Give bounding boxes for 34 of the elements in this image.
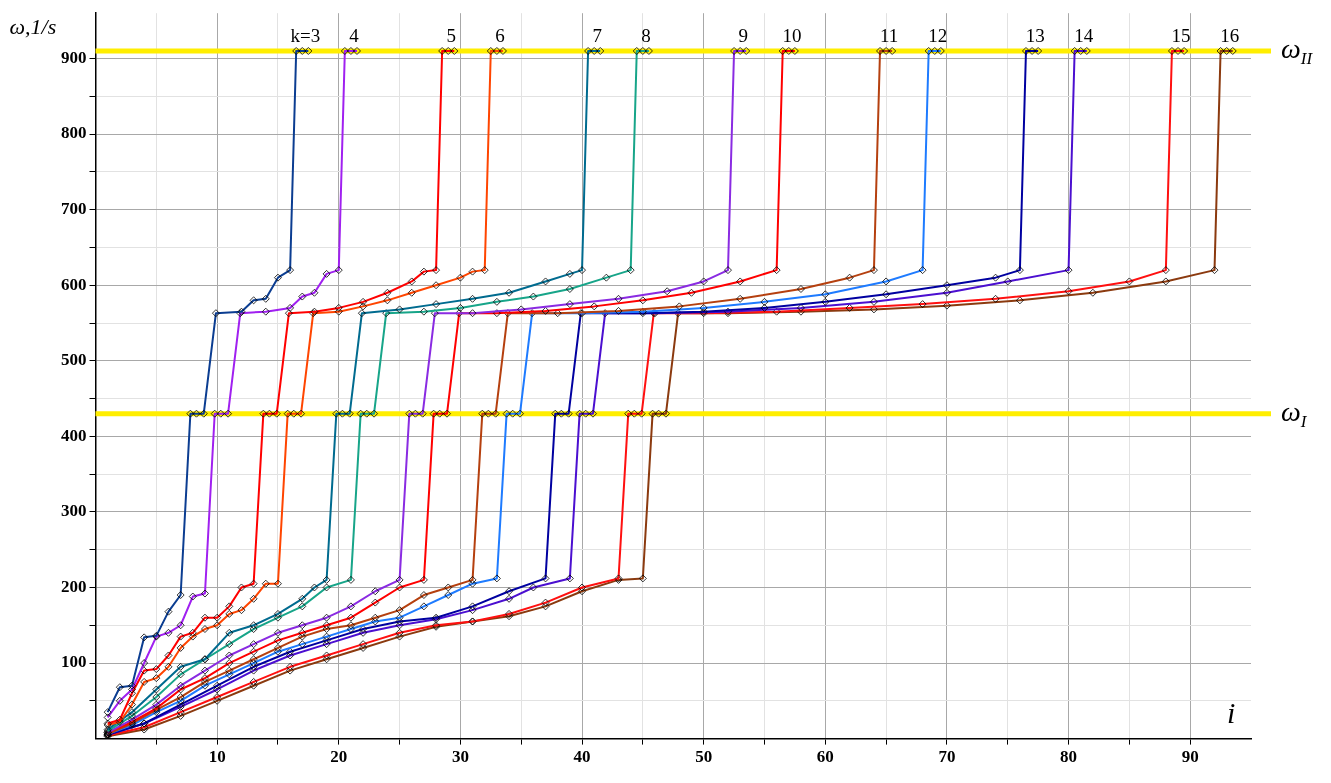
y-tick-label: 300: [61, 501, 87, 521]
series-label: 8: [641, 25, 651, 47]
x-tick-label: 30: [451, 747, 469, 767]
x-tick-label: 90: [1181, 747, 1199, 767]
x-tick-label: 50: [695, 747, 713, 767]
y-tick-label: 800: [61, 123, 87, 143]
series-label: 13: [1025, 25, 1045, 47]
series-label: 9: [738, 25, 748, 47]
y-tick-label: 400: [61, 425, 87, 445]
x-tick-label: 80: [1060, 747, 1078, 767]
series-label: 7: [592, 25, 603, 47]
x-tick-label: 20: [330, 747, 348, 767]
x-tick-label: 70: [938, 747, 956, 767]
x-axis-title: i: [1227, 696, 1236, 730]
series-label: 5: [446, 25, 457, 47]
series-label: 11: [880, 25, 899, 47]
series-label: 15: [1171, 25, 1191, 47]
series-label: 12: [928, 25, 948, 47]
series-label: 10: [782, 25, 802, 47]
series-label: 4: [349, 25, 360, 47]
y-tick-label: 500: [61, 350, 87, 370]
series-label: k=3: [290, 25, 321, 47]
y-tick-label: 100: [61, 652, 87, 672]
x-tick-label: 10: [208, 747, 226, 767]
series-label: 14: [1074, 25, 1094, 47]
series-label: 6: [495, 25, 505, 47]
y-tick-label: 900: [61, 47, 87, 67]
y-tick-label: 700: [61, 199, 87, 219]
y-axis-title: ω,1/s: [9, 13, 57, 39]
y-tick-label: 200: [61, 576, 87, 596]
x-tick-label: 60: [816, 747, 834, 767]
x-tick-label: 40: [573, 747, 591, 767]
y-tick-label: 600: [61, 274, 87, 294]
series-label: 16: [1220, 25, 1240, 47]
